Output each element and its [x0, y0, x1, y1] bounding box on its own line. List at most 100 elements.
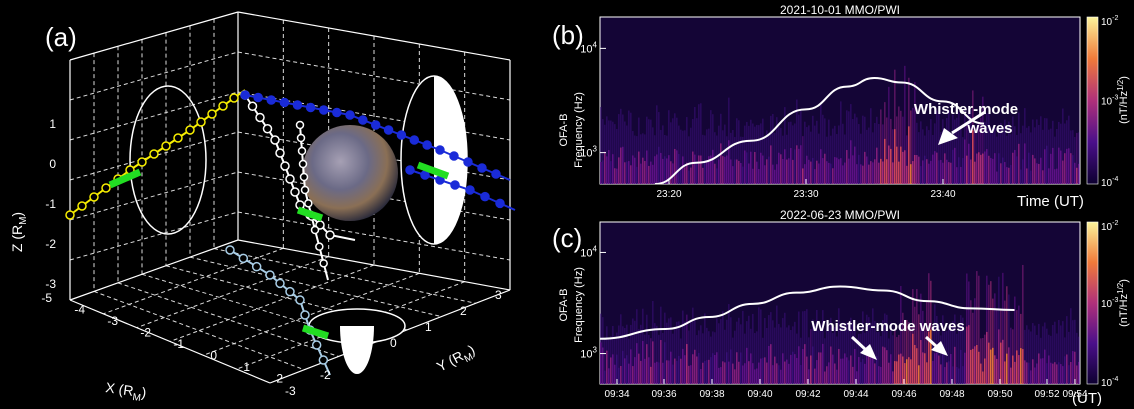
spectrum-column	[672, 118, 674, 184]
lightblue-trajectory-line	[229, 249, 331, 376]
spectrum-column	[620, 314, 622, 384]
spectrum-column	[920, 121, 922, 184]
spectrum-column	[796, 99, 798, 184]
spectrum-column	[786, 134, 788, 184]
spectrum-column	[846, 110, 848, 184]
yellow-trajectory-marker	[65, 210, 75, 220]
white-green-segment	[296, 206, 324, 222]
spectrum-column	[614, 364, 616, 384]
spectrum-column	[856, 371, 858, 384]
spectrum-column	[986, 275, 988, 384]
spectrum-column	[638, 117, 640, 184]
spectrum-column	[742, 365, 744, 384]
spectrum-column	[1058, 319, 1060, 384]
spectrum-column	[828, 362, 830, 384]
blue-trajectory-marker	[463, 157, 473, 167]
spectrum-column	[928, 273, 930, 384]
white-trajectory-2-marker	[315, 242, 324, 251]
spectrum-column	[708, 331, 710, 384]
panel-c-ylabel: Frequency (Hz)	[573, 267, 585, 343]
spectrum-column	[828, 162, 830, 184]
spectrum-column	[910, 359, 912, 384]
spectrum-column	[852, 322, 854, 384]
spectrum-column	[836, 336, 838, 384]
spectrum-column	[776, 164, 778, 184]
spectrum-column	[1058, 147, 1060, 184]
spectrum-column	[668, 110, 670, 184]
spectrum-column	[800, 145, 802, 184]
spectrum-column	[670, 317, 672, 384]
spectrum-column	[666, 158, 668, 184]
spectrum-column	[732, 166, 734, 184]
spectrum-column	[874, 363, 876, 384]
spectrum-column	[1046, 145, 1048, 184]
spectrum-column	[784, 361, 786, 384]
spectrum-column	[970, 109, 972, 184]
spectrum-column	[706, 327, 708, 384]
spectrum-column	[1002, 157, 1004, 184]
spectrum-column	[1034, 158, 1036, 184]
spectrum-column	[900, 353, 902, 384]
spectrum-column	[780, 154, 782, 184]
yellow-trajectory-marker	[161, 141, 171, 151]
spectrum-column	[902, 116, 904, 184]
spectrum-column	[878, 123, 880, 184]
spectrum-column	[814, 169, 816, 184]
spectrum-column	[862, 358, 864, 384]
spectrum-column	[646, 344, 648, 384]
spectrum-column	[748, 315, 750, 384]
spectrum-column	[926, 159, 928, 184]
spectrum-column	[816, 360, 818, 384]
spectrum-column	[790, 147, 792, 184]
spectrum-column	[662, 332, 664, 384]
spectrum-column	[1050, 335, 1052, 384]
panel-c-annotation-arrow-1	[850, 335, 868, 352]
spectrum-column	[900, 286, 902, 384]
spectrum-column	[1070, 308, 1072, 384]
spectrum-column	[966, 123, 968, 184]
spectrum-column	[800, 337, 802, 384]
panel-b-annotation-arrowhead	[938, 128, 958, 145]
spectrum-column	[872, 351, 874, 384]
spectrum-column	[994, 355, 996, 384]
spectrum-column	[612, 354, 614, 384]
spectrum-column	[766, 362, 768, 384]
spectrum-column	[1042, 326, 1044, 384]
colorbar-tick-label: 10-3	[1101, 95, 1118, 108]
spectrum-column	[890, 148, 892, 184]
spectrum-column	[932, 360, 934, 384]
spectrum-column	[980, 117, 982, 184]
spectrum-column	[846, 150, 848, 184]
spectrum-column	[636, 343, 638, 384]
spectrum-column	[896, 361, 898, 384]
spectrum-column	[640, 324, 642, 384]
spectrum-column	[686, 162, 688, 184]
spectrum-column	[848, 360, 850, 384]
spectrum-column	[688, 170, 690, 184]
z-tick-label: -3	[45, 277, 56, 291]
yellow-trajectory-marker	[101, 183, 111, 193]
spectrum-column	[972, 312, 974, 384]
white-trajectory-2-marker	[299, 172, 309, 182]
spectrum-column	[654, 362, 656, 384]
spectrum-column	[1054, 362, 1056, 384]
blue-trajectory-marker	[435, 145, 445, 155]
spectrum-column	[680, 358, 682, 384]
yellow-green-segment	[108, 168, 142, 189]
spectrum-column	[922, 160, 924, 184]
spectrum-column	[724, 362, 726, 384]
spectrum-column	[786, 159, 788, 184]
spectrum-column	[1006, 286, 1008, 384]
spectrum-column	[974, 298, 976, 384]
spectrum-column	[1070, 361, 1072, 384]
spectrum-column	[756, 161, 758, 184]
spectrum-column	[872, 162, 874, 184]
spectrum-column	[1076, 167, 1078, 184]
x-tick-label: -4	[74, 303, 85, 317]
spectrum-column	[658, 334, 660, 384]
x-tick-label: 09:44	[843, 389, 868, 400]
spectrum-column	[966, 326, 968, 384]
spectrum-column	[808, 369, 810, 384]
spectrum-column	[1064, 153, 1066, 184]
